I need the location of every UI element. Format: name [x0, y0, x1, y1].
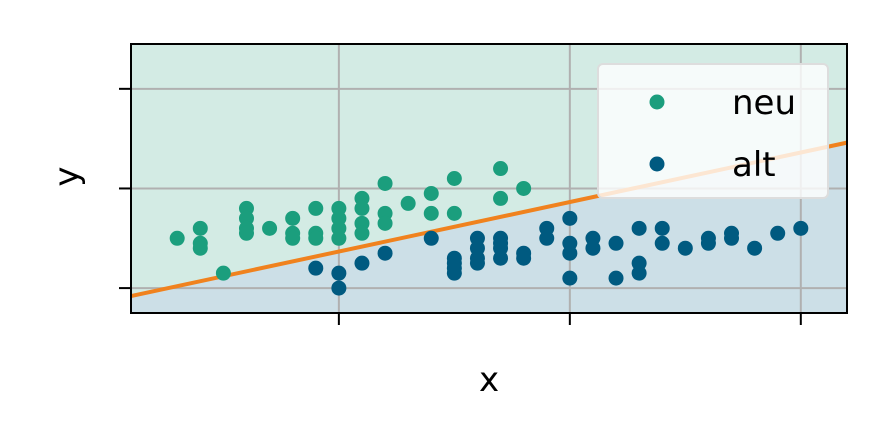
point-neu [493, 190, 509, 206]
point-neu [285, 230, 301, 246]
point-neu [308, 200, 324, 216]
x-axis-label: x [479, 360, 499, 400]
point-alt [516, 250, 532, 266]
legend-marker-alt [649, 156, 665, 172]
point-alt [654, 220, 670, 236]
point-alt [469, 255, 485, 271]
point-alt [493, 250, 509, 266]
point-alt [354, 255, 370, 271]
point-alt [608, 270, 624, 286]
point-neu [377, 215, 393, 231]
legend: neu alt [597, 63, 829, 199]
point-neu [262, 220, 278, 236]
point-neu [516, 180, 532, 196]
point-neu [446, 171, 462, 186]
point-neu [238, 225, 254, 241]
point-alt [423, 230, 439, 246]
point-neu [493, 161, 509, 177]
point-alt [562, 245, 578, 261]
point-alt [654, 235, 670, 251]
point-alt [700, 235, 716, 251]
plot-frame [130, 43, 848, 314]
point-alt [585, 240, 601, 256]
point-alt [770, 225, 786, 241]
point-alt [747, 240, 763, 256]
data-points [169, 161, 809, 296]
point-alt [631, 220, 647, 236]
point-alt [331, 280, 347, 296]
point-alt [562, 210, 578, 226]
legend-label-alt: alt [732, 145, 776, 185]
point-neu [331, 230, 347, 246]
point-alt [793, 220, 809, 236]
point-neu [285, 210, 301, 226]
point-alt [724, 230, 740, 246]
point-neu [308, 230, 324, 246]
point-neu [215, 265, 231, 281]
point-alt [631, 265, 647, 281]
point-alt [562, 270, 578, 286]
point-neu [400, 195, 416, 211]
axis-ticks [119, 87, 802, 325]
y-axis-label: y [47, 166, 87, 186]
point-neu [377, 175, 393, 191]
point-neu [423, 205, 439, 221]
point-alt [608, 235, 624, 251]
point-neu [354, 225, 370, 241]
point-alt [677, 240, 693, 256]
point-alt [446, 265, 462, 281]
point-neu [446, 205, 462, 221]
point-alt [308, 260, 324, 276]
point-neu [423, 185, 439, 201]
point-neu [192, 240, 208, 256]
point-alt [377, 245, 393, 261]
point-alt [539, 230, 555, 246]
point-neu [192, 220, 208, 236]
legend-marker-neu [649, 94, 665, 110]
legend-label-neu: neu [732, 83, 796, 123]
point-neu [354, 200, 370, 216]
point-neu [169, 230, 185, 246]
point-alt [331, 265, 347, 281]
